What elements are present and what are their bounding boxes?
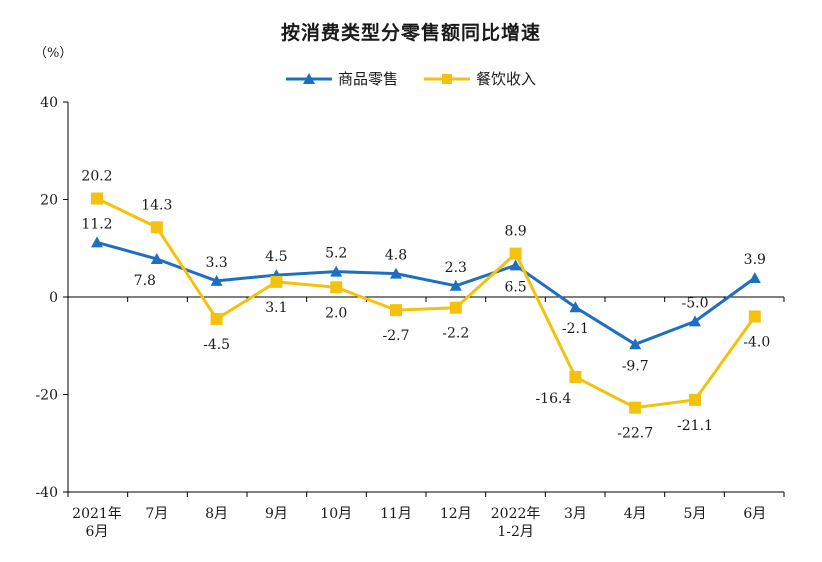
- data-label-catering: -16.4: [535, 391, 571, 407]
- x-tick-label: 2021年: [72, 506, 122, 522]
- x-tick-label: 6月: [86, 524, 109, 540]
- data-point-retail: [569, 301, 582, 313]
- legend-marker-catering: [424, 73, 470, 84]
- data-label-catering: -22.7: [617, 426, 653, 442]
- legend-label-retail: 商品零售: [337, 70, 398, 88]
- y-axis-unit: （%）: [34, 46, 73, 61]
- data-point-catering: [449, 301, 462, 314]
- x-tick-label: 6月: [743, 506, 766, 522]
- data-label-retail: -5.0: [682, 295, 709, 311]
- data-point-retail: [629, 338, 642, 350]
- legend-item-catering: 餐饮收入: [424, 68, 536, 89]
- data-label-retail: 11.2: [81, 216, 112, 232]
- data-point-retail: [91, 236, 103, 248]
- x-tick-label: 8月: [205, 506, 228, 522]
- data-point-retail: [390, 267, 402, 279]
- y-tick-label: -20: [35, 388, 58, 404]
- x-tick-label: 12月: [440, 506, 472, 522]
- data-label-retail: -2.1: [562, 321, 589, 337]
- data-point-catering: [748, 310, 761, 323]
- data-point-retail: [689, 315, 701, 327]
- data-point-catering: [91, 192, 103, 205]
- data-point-retail: [748, 271, 761, 283]
- x-tick-label: 4月: [624, 506, 647, 522]
- x-tick-label: 11月: [380, 506, 412, 522]
- data-label-catering: 3.1: [265, 300, 287, 316]
- y-tick-label: 0: [49, 290, 58, 306]
- legend-item-retail: 商品零售: [285, 68, 398, 89]
- data-label-catering: -2.7: [383, 328, 410, 344]
- x-tick-label: 1-2月: [497, 524, 534, 540]
- data-label-retail: 6.5: [504, 279, 526, 295]
- data-point-retail: [509, 259, 522, 271]
- series-line-retail: [96, 240, 756, 346]
- data-label-catering: 20.2: [81, 169, 112, 185]
- data-point-catering: [629, 401, 642, 414]
- x-tick-label: 9月: [265, 506, 288, 522]
- data-point-retail: [150, 252, 163, 264]
- data-point-catering: [390, 304, 402, 317]
- x-tick-label: 3月: [564, 506, 587, 522]
- data-point-catering: [270, 275, 283, 288]
- legend-marker-retail: [285, 72, 332, 84]
- data-point-retail: [330, 265, 343, 277]
- chart-title: 按消费类型分零售额同比增速: [280, 22, 541, 44]
- data-label-catering: -2.2: [442, 326, 469, 342]
- x-tick-label: 10月: [320, 506, 352, 522]
- data-point-retail: [210, 274, 223, 286]
- data-label-retail: 4.8: [385, 248, 407, 264]
- data-point-catering: [150, 221, 163, 234]
- data-label-catering: 14.3: [141, 197, 172, 213]
- legend: 商品零售 餐饮收入: [0, 68, 822, 89]
- series-line-catering: [96, 197, 757, 410]
- data-point-retail: [449, 279, 462, 291]
- data-label-catering: 8.9: [504, 224, 526, 240]
- data-label-catering: -4.0: [743, 335, 770, 351]
- x-tick-label: 2022年: [491, 506, 541, 522]
- data-label-catering: -4.5: [203, 337, 230, 353]
- data-point-catering: [569, 370, 582, 383]
- data-label-retail: 5.2: [325, 246, 347, 262]
- legend-label-catering: 餐饮收入: [476, 70, 537, 88]
- data-point-catering: [330, 281, 343, 294]
- data-label-retail: 3.3: [205, 255, 227, 271]
- x-tick-label: 5月: [684, 506, 707, 522]
- data-point-catering: [210, 312, 223, 325]
- y-tick-label: 20: [40, 193, 58, 209]
- data-label-retail: 7.8: [134, 273, 156, 289]
- data-label-retail: 4.5: [265, 249, 287, 265]
- y-tick-label: -40: [35, 485, 58, 501]
- y-tick-label: 40: [40, 95, 58, 111]
- data-label-retail: 3.9: [744, 252, 766, 268]
- data-label-catering: -21.1: [677, 418, 713, 434]
- data-point-catering: [689, 393, 701, 406]
- data-label-retail: 2.3: [445, 260, 467, 276]
- data-point-catering: [509, 247, 522, 260]
- x-tick-label: 7月: [145, 506, 168, 522]
- data-label-catering: 2.0: [325, 305, 347, 321]
- data-label-retail: -9.7: [622, 358, 649, 374]
